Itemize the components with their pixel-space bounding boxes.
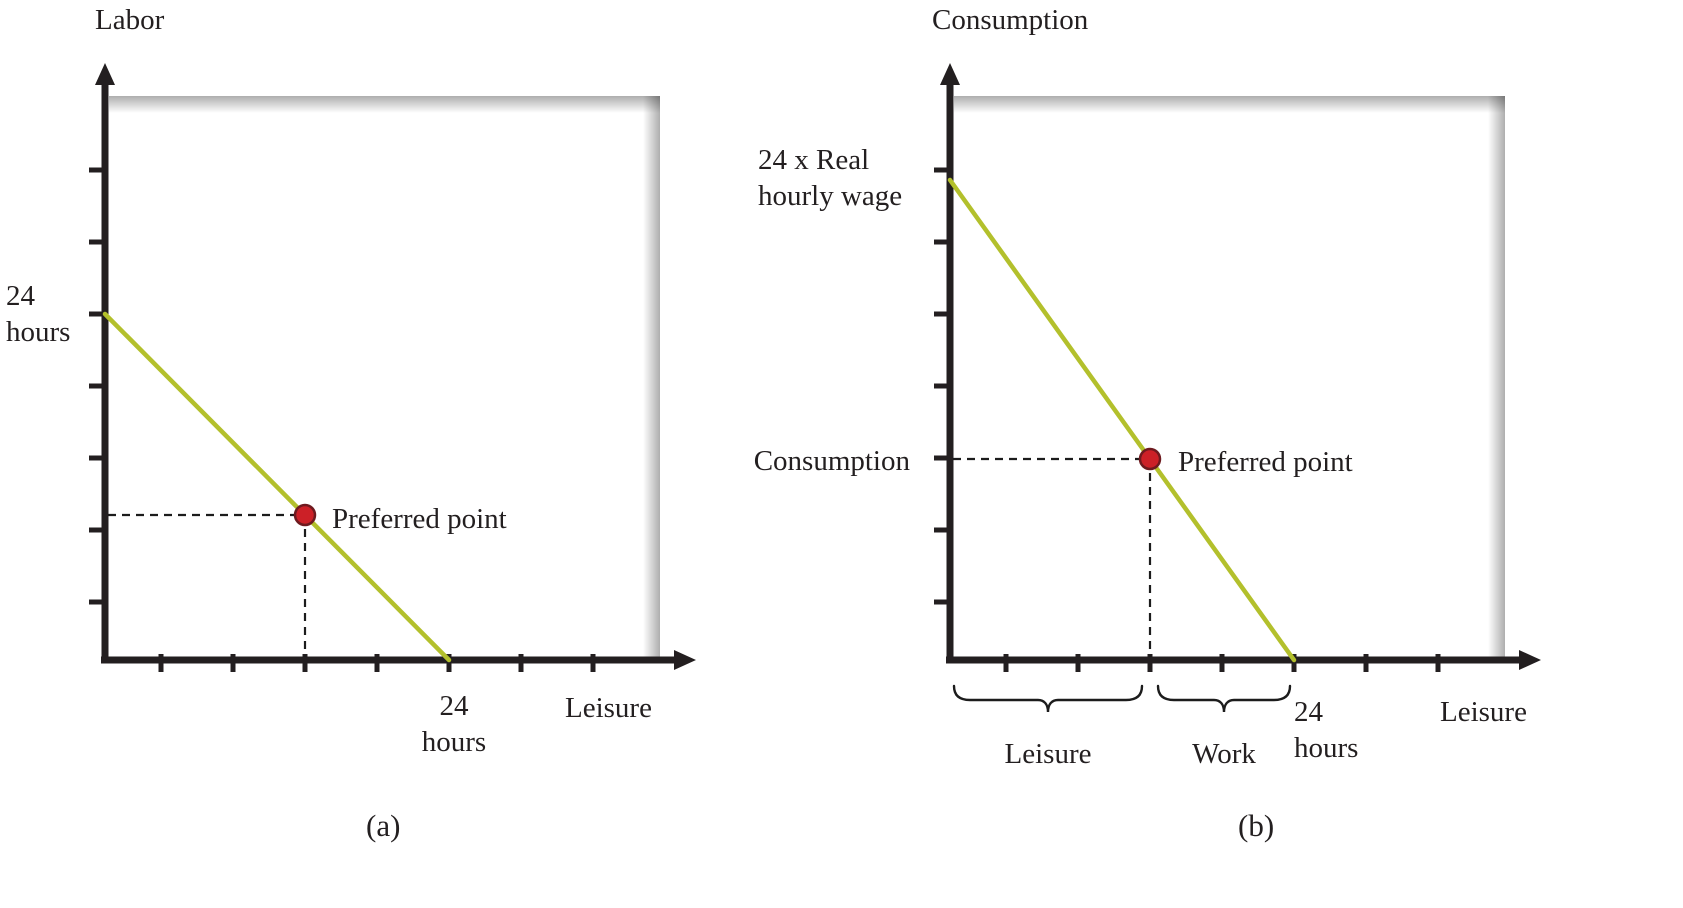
panel-b-budget-line — [947, 177, 1297, 663]
panel-b-wage-intercept-line1: 24 x Real — [758, 144, 870, 176]
panel-b-x-intercept-line2: hours — [1294, 732, 1359, 764]
panel-b-preferred-point-label: Preferred point — [1178, 446, 1353, 478]
panel-b-x-axis-arrow-icon — [1519, 650, 1541, 670]
panel-b-plot-shadow-right — [1488, 96, 1505, 660]
panel-a-graphics — [89, 63, 696, 672]
panel-a-y-intercept-label: 24 hours — [6, 278, 70, 350]
panel-b-plot-shadow-top — [954, 96, 1505, 113]
panel-a-constraint-line — [102, 311, 452, 663]
panel-a-x-axis-title: Leisure — [565, 692, 652, 724]
panel-a-caption: (a) — [366, 808, 401, 843]
panel-a-x-axis-arrow-icon — [674, 650, 696, 670]
panel-b-y-axis-title: Consumption — [932, 4, 1089, 36]
panel-b-wage-intercept-line2: hourly wage — [758, 180, 903, 212]
panel-a-preferred-point-marker — [293, 503, 317, 527]
panel-b-work-brace-label: Work — [1192, 738, 1256, 770]
panel-b-y-axis-arrow-icon — [940, 63, 960, 85]
panel-a-y-axis-title: Labor — [95, 4, 165, 36]
panel-a-y-intercept-line1: 24 — [6, 280, 35, 312]
panel-a-x-intercept-label: 24 hours — [399, 688, 509, 760]
panel-a-y-axis-arrow-icon — [95, 63, 115, 85]
panel-b-graphics — [934, 63, 1541, 713]
panel-b-x-intercept-line1: 24 — [1294, 696, 1323, 728]
panel-b-wage-intercept-label: 24 x Real hourly wage — [758, 142, 902, 214]
panel-a-plot-shadow-right — [643, 96, 660, 660]
panel-b-preferred-point-marker — [1138, 447, 1162, 471]
panel-b-leisure-brace — [952, 684, 1144, 713]
panel-a-x-intercept-line2: hours — [421, 726, 487, 758]
panel-a-preferred-point-label: Preferred point — [332, 503, 507, 535]
panel-b-work-brace — [1156, 684, 1292, 713]
panel-b-x-intercept-label: 24 hours — [1294, 694, 1358, 766]
panel-a-plot-shadow-top — [109, 96, 660, 113]
panel-a-x-intercept-line1: 24 — [439, 690, 469, 722]
panel-b-caption: (b) — [1238, 808, 1275, 843]
panel-b-consumption-level-label: Consumption — [753, 445, 910, 477]
panel-a-y-intercept-line2: hours — [6, 316, 71, 348]
panel-b-x-axis-title: Leisure — [1440, 696, 1527, 728]
panel-b-leisure-brace-label: Leisure — [1004, 738, 1092, 770]
